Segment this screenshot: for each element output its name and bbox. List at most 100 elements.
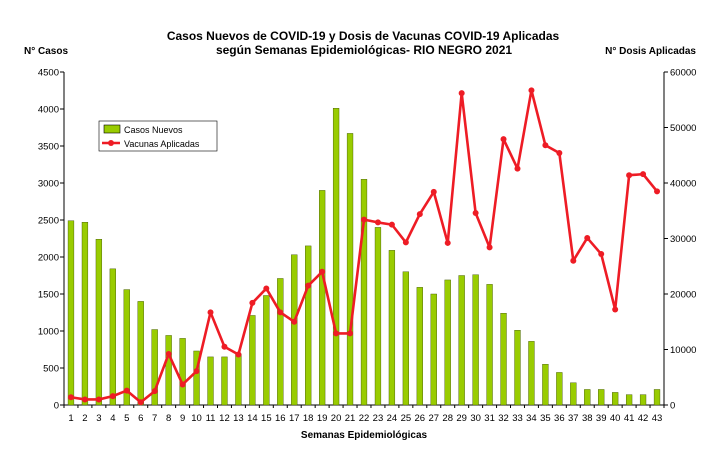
x-tick-label: 3 xyxy=(96,413,101,424)
x-tick-label: 1 xyxy=(68,413,73,424)
y-left-tick-label: 0 xyxy=(54,401,59,412)
x-tick-label: 15 xyxy=(261,413,272,424)
point-vacunas-aplicadas xyxy=(654,188,661,195)
x-tick-label: 34 xyxy=(526,413,537,424)
bar-casos-nuevos xyxy=(291,254,298,406)
plot-area: 0 500 1000 1500 2000 2500 3000 3500 4000 4500 0 100… xyxy=(38,68,697,425)
bar-casos-nuevos xyxy=(81,222,89,406)
y-right-tick-label: 50000 xyxy=(670,123,696,134)
point-vacunas-aplicadas xyxy=(430,188,437,195)
point-vacunas-aplicadas xyxy=(137,399,144,406)
x-tick-label: 35 xyxy=(540,413,551,424)
bar-casos-nuevos xyxy=(625,394,633,406)
point-vacunas-aplicadas xyxy=(640,171,647,178)
bar-casos-nuevos xyxy=(472,274,479,406)
point-vacunas-aplicadas xyxy=(193,368,200,375)
y-left-tick-label: 2500 xyxy=(38,216,59,227)
point-vacunas-aplicadas xyxy=(612,306,619,313)
bar-casos-nuevos xyxy=(235,353,242,406)
bar-casos-nuevos xyxy=(277,278,284,406)
x-tick-label: 32 xyxy=(498,413,509,424)
y-left-tick-label: 500 xyxy=(43,364,59,375)
bar-casos-nuevos xyxy=(221,356,228,406)
x-tick-label: 18 xyxy=(303,413,314,424)
x-tick-label: 22 xyxy=(359,413,370,424)
point-vacunas-aplicadas xyxy=(598,251,605,258)
point-vacunas-aplicadas xyxy=(500,136,507,143)
point-vacunas-aplicadas xyxy=(416,211,423,218)
legend-bar-swatch xyxy=(103,124,121,134)
point-vacunas-aplicadas xyxy=(542,142,549,149)
point-vacunas-aplicadas xyxy=(626,172,633,179)
x-tick-label: 7 xyxy=(152,413,157,424)
bar-casos-nuevos xyxy=(374,227,382,406)
bar-casos-nuevos xyxy=(109,268,116,406)
y-axis-right-label: N° Dosis Aplicadas xyxy=(605,46,696,57)
x-tick-label: 26 xyxy=(415,413,426,424)
point-vacunas-aplicadas xyxy=(249,299,256,306)
point-vacunas-aplicadas xyxy=(81,396,88,403)
point-vacunas-aplicadas xyxy=(319,268,326,275)
point-vacunas-aplicadas xyxy=(151,388,158,395)
x-axis-label: Semanas Epidemiológicas xyxy=(301,430,428,441)
point-vacunas-aplicadas xyxy=(263,285,270,292)
legend-line-marker xyxy=(108,140,114,146)
point-vacunas-aplicadas xyxy=(347,330,354,337)
point-vacunas-aplicadas xyxy=(291,318,298,325)
point-vacunas-aplicadas xyxy=(458,90,465,97)
y-right-tick-label: 60000 xyxy=(670,68,696,79)
bar-casos-nuevos xyxy=(95,239,103,406)
bar-casos-nuevos xyxy=(388,250,396,406)
bar-casos-nuevos xyxy=(430,293,437,406)
bar-casos-nuevos xyxy=(486,284,493,406)
bar-casos-nuevos xyxy=(179,338,186,406)
bar-casos-nuevos xyxy=(193,350,200,406)
point-vacunas-aplicadas xyxy=(514,165,521,172)
x-tick-label: 8 xyxy=(166,413,171,424)
y-right-tick-label: 30000 xyxy=(670,234,696,245)
bar-casos-nuevos xyxy=(598,389,605,406)
bar-casos-nuevos xyxy=(165,335,172,406)
bar-casos-nuevos xyxy=(207,356,214,406)
legend-label-vacunas: Vacunas Aplicadas xyxy=(124,139,200,149)
x-tick-label: 21 xyxy=(345,413,356,424)
point-vacunas-aplicadas xyxy=(305,282,312,289)
x-tick-label: 33 xyxy=(512,413,523,424)
bar-casos-nuevos xyxy=(123,289,130,406)
bar-casos-nuevos xyxy=(67,220,75,406)
bar-casos-nuevos xyxy=(528,341,535,406)
x-tick-label: 2 xyxy=(82,413,87,424)
y-left-tick-label: 1500 xyxy=(38,290,59,301)
x-tick-label: 39 xyxy=(596,413,607,424)
x-tick-label: 9 xyxy=(180,413,185,424)
x-tick-label: 25 xyxy=(401,413,412,424)
x-tick-label: 27 xyxy=(428,413,439,424)
point-vacunas-aplicadas xyxy=(165,350,172,357)
bar-casos-nuevos xyxy=(514,330,521,406)
x-tick-label: 17 xyxy=(289,413,300,424)
x-tick-label: 40 xyxy=(610,413,621,424)
x-tick-label: 42 xyxy=(638,413,649,424)
x-tick-label: 12 xyxy=(219,413,230,424)
bar-casos-nuevos xyxy=(416,287,423,406)
point-vacunas-aplicadas xyxy=(486,244,493,251)
point-vacunas-aplicadas xyxy=(109,393,116,400)
y-right-tick-label: 40000 xyxy=(670,179,696,190)
bar-casos-nuevos xyxy=(556,372,563,406)
y-axis-left-label: N° Casos xyxy=(24,46,68,57)
x-tick-label: 36 xyxy=(554,413,565,424)
y-left-tick-label: 4500 xyxy=(38,68,59,79)
chart-subtitle: según Semanas Epidemiológicas- RIO NEGRO… xyxy=(216,43,512,57)
y-left-tick-label: 3500 xyxy=(38,142,59,153)
bar-casos-nuevos xyxy=(151,329,158,406)
x-tick-label: 31 xyxy=(484,413,495,424)
bar-casos-nuevos xyxy=(346,133,354,406)
point-vacunas-aplicadas xyxy=(388,221,395,228)
bar-casos-nuevos xyxy=(570,382,577,406)
point-vacunas-aplicadas xyxy=(207,309,214,316)
bar-casos-nuevos xyxy=(249,315,256,406)
point-vacunas-aplicadas xyxy=(67,394,74,401)
bar-casos-nuevos xyxy=(500,313,507,406)
x-tick-label: 43 xyxy=(652,413,663,424)
